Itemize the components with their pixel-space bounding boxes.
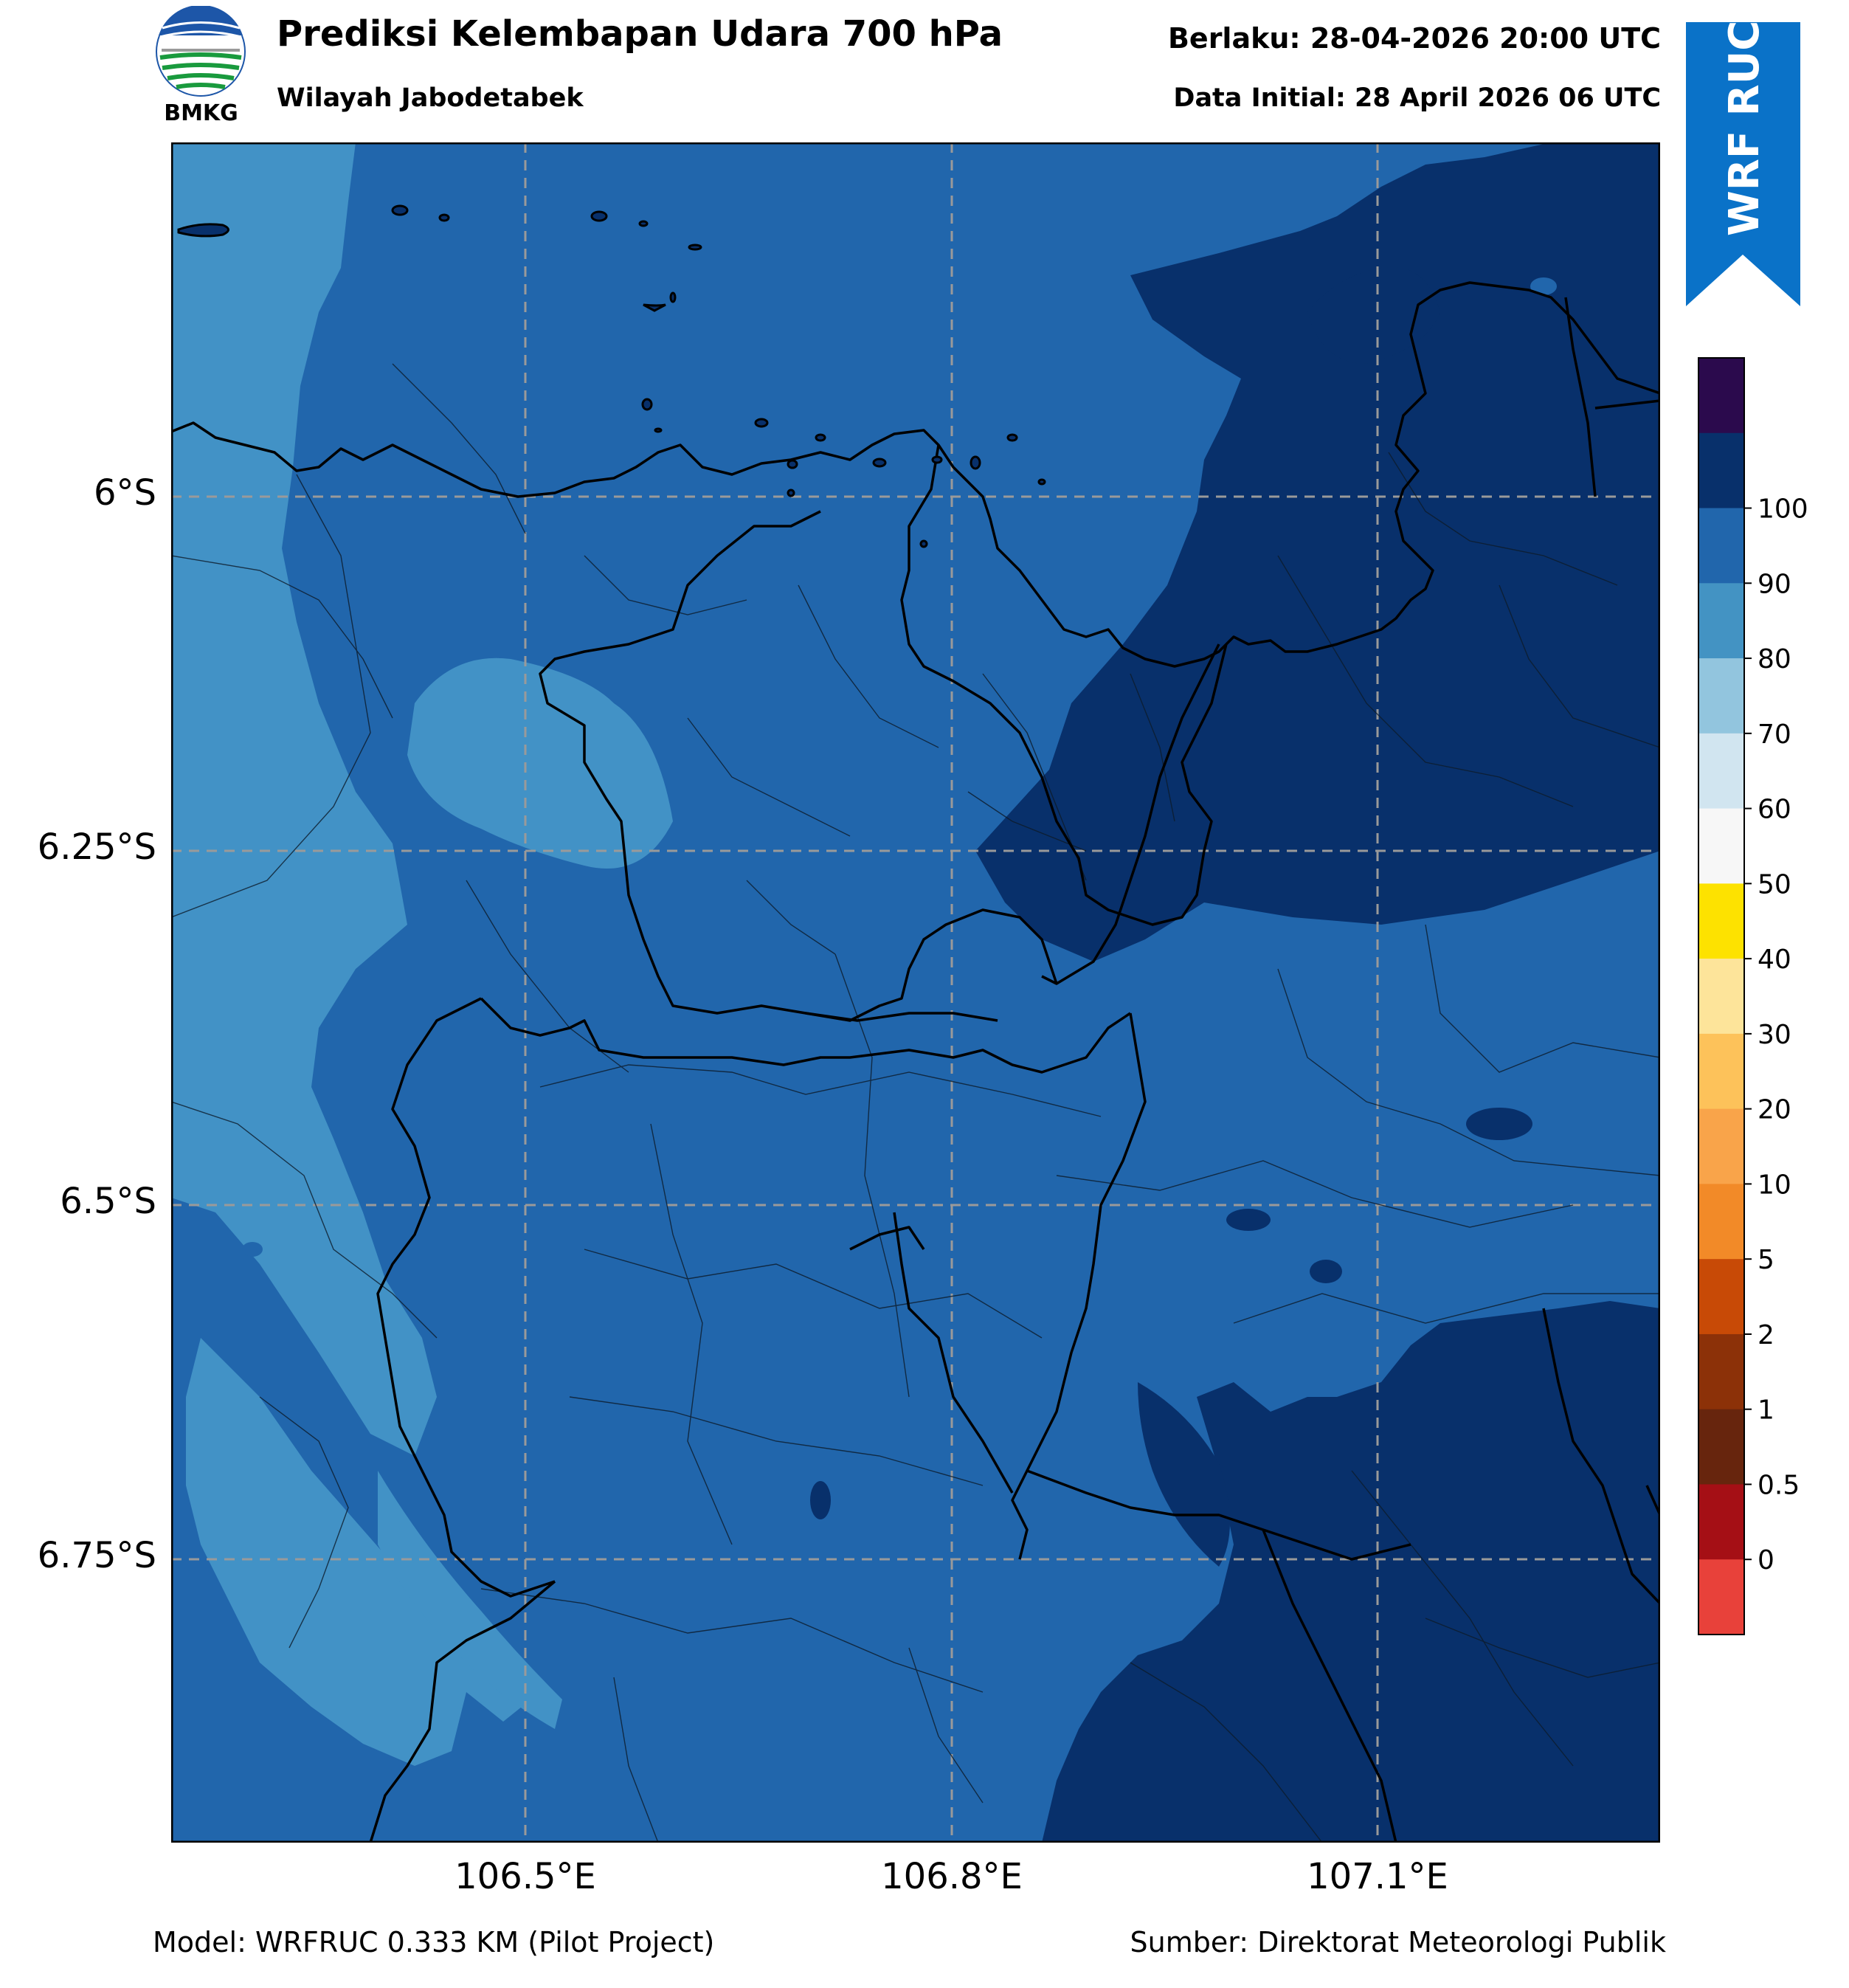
map-subtitle: Wilayah Jabodetabek bbox=[277, 83, 584, 113]
colorbar-bin bbox=[1698, 1333, 1744, 1410]
colorbar-bin bbox=[1698, 733, 1744, 810]
colorbar-bin bbox=[1698, 583, 1744, 659]
colorbar-bin bbox=[1698, 1259, 1744, 1335]
rh-blob bbox=[1310, 1260, 1342, 1283]
rh-90-100-northeast bbox=[975, 142, 1660, 962]
rh-blob bbox=[242, 1242, 263, 1257]
district-boundaries bbox=[171, 363, 1660, 1843]
colorbar-label: 1 bbox=[1758, 1395, 1774, 1426]
coastline bbox=[171, 281, 1660, 1843]
valid-time: Berlaku: 28-04-2026 20:00 UTC bbox=[1167, 22, 1661, 55]
humidity-map bbox=[170, 142, 1661, 1843]
colorbar-label: 0 bbox=[1758, 1545, 1774, 1575]
lat-label: 6.5°S bbox=[60, 1181, 156, 1222]
bmkg-logo: BMKG bbox=[151, 4, 251, 128]
colorbar-frame bbox=[1698, 357, 1745, 1635]
rh-blob bbox=[1530, 277, 1557, 295]
model-note: Model: WRFRUC 0.333 KM (Pilot Project) bbox=[153, 1926, 715, 1958]
colorbar-bin bbox=[1698, 883, 1744, 959]
colorbar-bin bbox=[1698, 358, 1744, 434]
colorbar-bin bbox=[1698, 808, 1744, 884]
initial-time: Data Initial: 28 April 2026 06 UTC bbox=[1173, 83, 1661, 113]
colorbar-bin bbox=[1698, 1184, 1744, 1260]
colorbar-label: 30 bbox=[1758, 1020, 1791, 1050]
lon-label: 106.8°E bbox=[881, 1856, 1023, 1897]
colorbar-bin bbox=[1698, 432, 1744, 509]
rh-70-80-west bbox=[171, 142, 437, 1456]
colorbar-label: 5 bbox=[1758, 1245, 1774, 1275]
map-title: Prediksi Kelembapan Udara 700 hPa bbox=[277, 13, 1003, 55]
colorbar-bin bbox=[1698, 1409, 1744, 1485]
lat-label: 6.25°S bbox=[37, 826, 156, 868]
colorbar-label: 2 bbox=[1758, 1320, 1774, 1350]
colorbar-label: 40 bbox=[1758, 945, 1791, 975]
rh-70-80-southwest bbox=[186, 1338, 540, 1766]
colorbar-label: 80 bbox=[1758, 644, 1791, 674]
colorbar-label: 10 bbox=[1758, 1170, 1791, 1200]
islands bbox=[177, 204, 1046, 548]
rh-blob bbox=[810, 1481, 831, 1519]
colorbar-label: 70 bbox=[1758, 719, 1791, 750]
rh-70-80-band bbox=[378, 1471, 562, 1729]
map-frame bbox=[170, 142, 1661, 1843]
colorbar-bin bbox=[1698, 1559, 1744, 1635]
colorbar-bin bbox=[1698, 1108, 1744, 1184]
graticule bbox=[171, 142, 1660, 1843]
colorbar-bin bbox=[1698, 1033, 1744, 1110]
rh-90-100-southeast bbox=[1042, 1301, 1660, 1843]
source-note: Sumber: Direktorat Meteorologi Publik bbox=[1130, 1926, 1666, 1958]
colorbar-label: 20 bbox=[1758, 1095, 1791, 1125]
logo-text: BMKG bbox=[164, 100, 238, 126]
colorbar-bin bbox=[1698, 658, 1744, 734]
colorbar-label: 0.5 bbox=[1758, 1470, 1800, 1500]
rh-70-80-central bbox=[407, 658, 673, 869]
rh-blob bbox=[1466, 1108, 1532, 1140]
colorbar-label: 90 bbox=[1758, 569, 1791, 599]
ribbon-text: WRF RUC bbox=[1721, 22, 1769, 236]
colorbar-label: 50 bbox=[1758, 869, 1791, 900]
colorbar: 0 0.5 1 2 5 10 20 30 40 50 60 70 80 90 100 bbox=[1697, 354, 1845, 1638]
lat-label: 6°S bbox=[93, 472, 156, 514]
lon-label: 107.1°E bbox=[1307, 1856, 1448, 1897]
lon-label: 106.5°E bbox=[455, 1856, 596, 1897]
rh-90-100-southeast-finger bbox=[1138, 1382, 1230, 1567]
colorbar-bin bbox=[1698, 959, 1744, 1035]
colorbar-label: 60 bbox=[1758, 795, 1791, 825]
rh-blob bbox=[1226, 1209, 1271, 1231]
colorbar-bin bbox=[1698, 508, 1744, 584]
lat-label: 6.75°S bbox=[37, 1535, 156, 1576]
colorbar-bin bbox=[1698, 1484, 1744, 1560]
colorbar-label: 100 bbox=[1758, 494, 1808, 525]
rh-90-100-north-tongue bbox=[1307, 266, 1440, 364]
wrf-ruc-ribbon: WRF RUC bbox=[1686, 21, 1800, 310]
